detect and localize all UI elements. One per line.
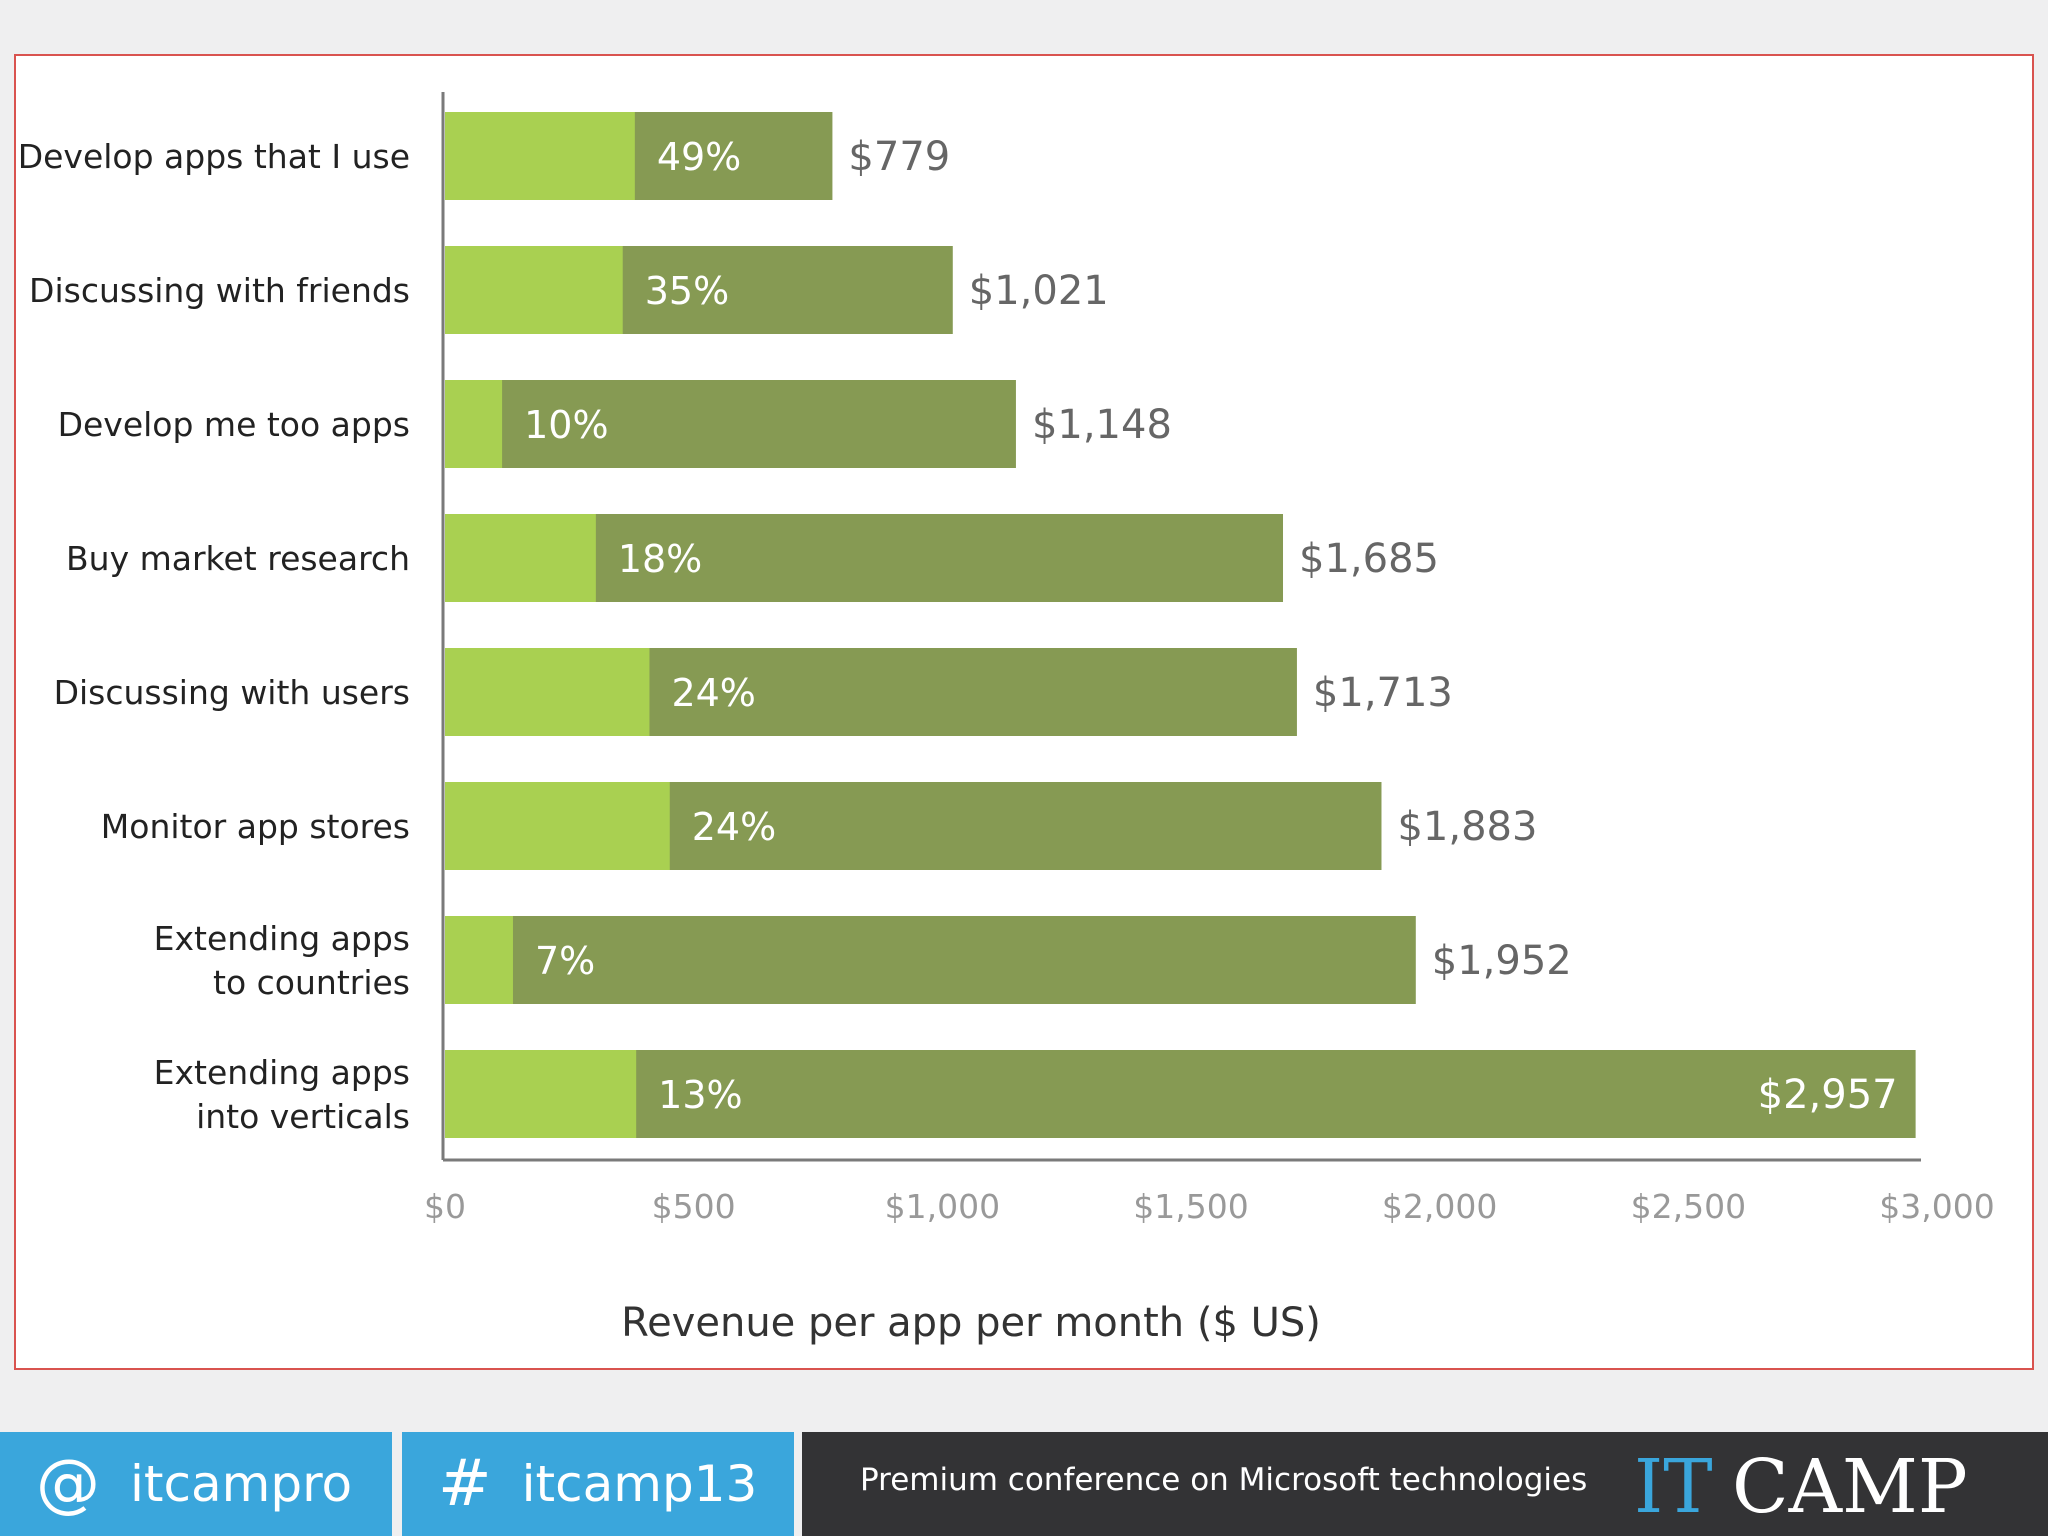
bar-percent-label: 49% <box>657 135 741 179</box>
bar-percent-label: 24% <box>692 805 776 849</box>
bar-percent-segment <box>445 916 513 1004</box>
bar-percent-label: 24% <box>671 671 755 715</box>
x-tick-label: $2,000 <box>1382 1187 1497 1226</box>
bar-percent-label: 10% <box>524 403 608 447</box>
bar-total-segment <box>445 1050 1916 1138</box>
bar-value-label: $779 <box>848 134 950 180</box>
bar-percent-segment <box>445 246 623 334</box>
bar-percent-label: 18% <box>618 537 702 581</box>
category-label: Monitor app stores <box>101 807 410 846</box>
bar-percent-segment <box>445 112 635 200</box>
bar-percent-segment <box>445 782 670 870</box>
hashtag-text: itcamp13 <box>521 1455 758 1513</box>
bar-total-segment <box>445 380 1016 468</box>
category-label: into verticals <box>196 1097 410 1136</box>
category-label: Buy market research <box>66 539 410 578</box>
x-axis-title: Revenue per app per month ($ US) <box>621 1300 1321 1346</box>
bar-percent-label: 35% <box>645 269 729 313</box>
logo-it-text: IT <box>1634 1444 1713 1526</box>
bar-percent-segment <box>445 648 650 736</box>
bar-percent-segment <box>445 514 596 602</box>
bar-value-label: $2,957 <box>1758 1072 1898 1118</box>
bar-percent-segment <box>445 380 503 468</box>
x-tick-label: $1,000 <box>885 1187 1000 1226</box>
x-tick-label: $3,000 <box>1879 1187 1994 1226</box>
category-label: Develop apps that I use <box>18 137 410 176</box>
x-tick-label: $500 <box>652 1187 736 1226</box>
category-label: Discussing with friends <box>29 271 410 310</box>
bar-value-label: $1,021 <box>969 268 1109 314</box>
bar-value-label: $1,713 <box>1313 670 1453 716</box>
bar-percent-label: 13% <box>658 1073 742 1117</box>
twitter-handle: itcampro <box>130 1455 353 1513</box>
bar-percent-segment <box>445 1050 637 1138</box>
x-tick-label: $1,500 <box>1133 1187 1248 1226</box>
itcamp-logo[interactable]: IT CAMP <box>1634 1442 2014 1526</box>
bar-total-segment <box>445 916 1416 1004</box>
at-icon: @ <box>36 1447 100 1521</box>
tagline-panel: Premium conference on Microsoft technolo… <box>802 1432 2048 1536</box>
x-tick-label: $0 <box>424 1187 466 1226</box>
logo-camp-text: CAMP <box>1732 1444 1968 1526</box>
bar-value-label: $1,148 <box>1032 402 1172 448</box>
bar-percent-label: 7% <box>535 939 595 983</box>
hashtag-pill[interactable]: # itcamp13 <box>402 1432 794 1536</box>
bar-value-label: $1,952 <box>1432 938 1572 984</box>
x-tick-label: $2,500 <box>1631 1187 1746 1226</box>
category-label: to countries <box>213 963 410 1002</box>
footer-bar: @ itcampro # itcamp13 Premium conference… <box>0 1432 2048 1536</box>
bar-value-label: $1,883 <box>1397 804 1537 850</box>
hash-icon: # <box>438 1447 492 1521</box>
category-label: Develop me too apps <box>58 405 410 444</box>
bar-value-label: $1,685 <box>1299 536 1439 582</box>
twitter-pill[interactable]: @ itcampro <box>0 1432 392 1536</box>
category-label: Extending apps <box>154 919 410 958</box>
category-label: Extending apps <box>154 1053 410 1092</box>
category-label: Discussing with users <box>54 673 410 712</box>
revenue-bar-chart: 49% $779 Develop apps that I use 35% $1,021 D… <box>18 92 1995 1346</box>
slide-frame: 49% $779 Develop apps that I use 35% $1,021 D… <box>14 54 2034 1370</box>
tagline: Premium conference on Microsoft technolo… <box>860 1462 1588 1498</box>
